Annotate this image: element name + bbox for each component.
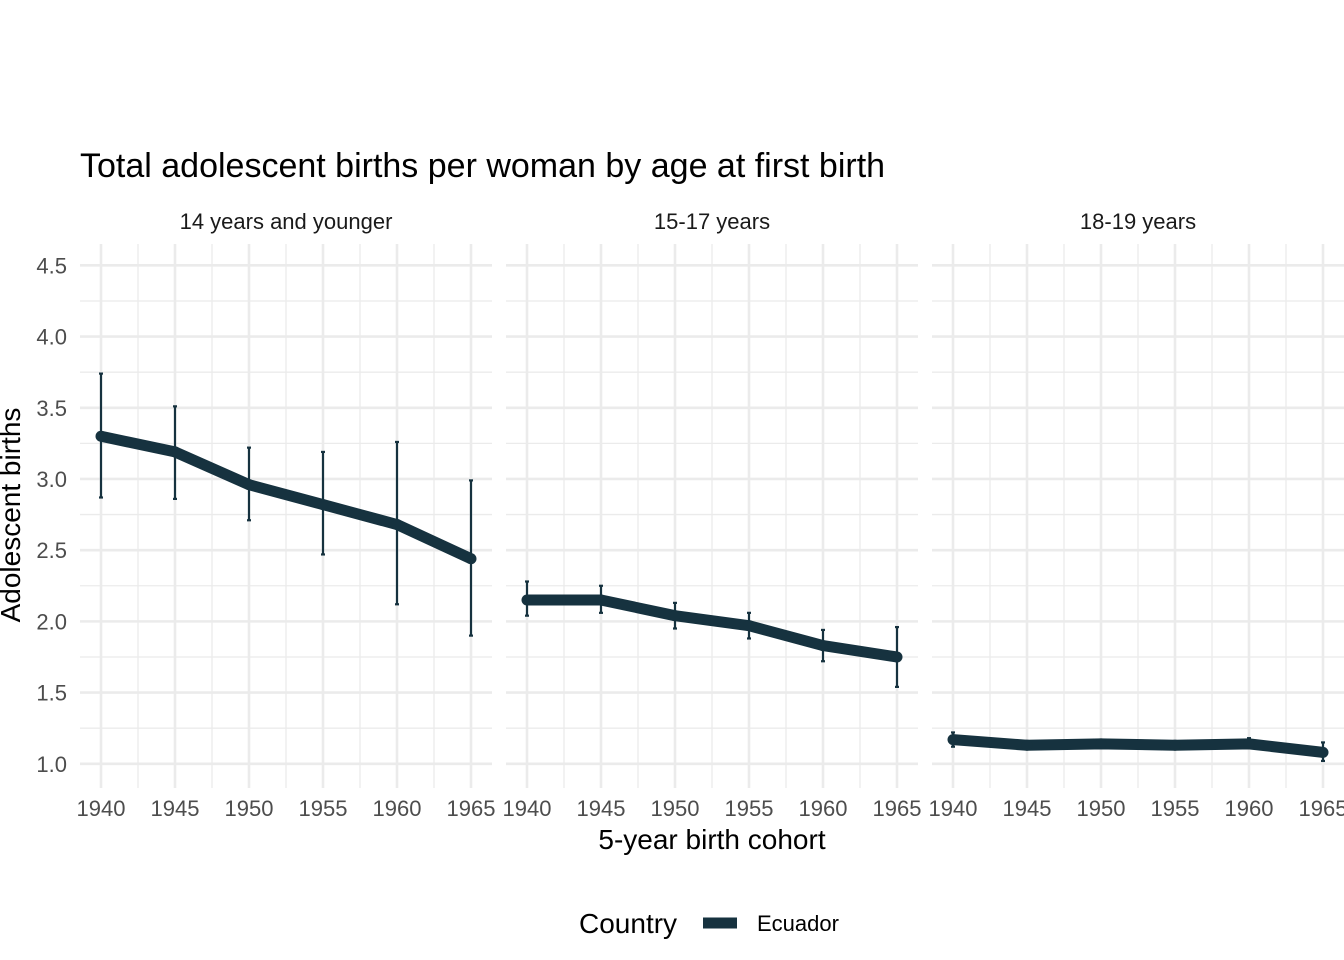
data-point [169,446,181,458]
facet-panels: 14 years and younger 1940 1945 1950 1955 1960… [77,209,1344,821]
y-tick-label: 4.0 [36,325,67,350]
x-tick-label: 1940 [77,796,126,821]
x-tick-label: 1955 [725,796,774,821]
facet-strip-label: 15-17 years [654,209,770,234]
data-point [1317,746,1329,758]
y-axis: 1.0 1.5 2.0 2.5 3.0 3.5 4.0 4.5 [36,253,67,776]
y-tick-label: 4.5 [36,253,67,278]
y-axis-title: Adolescent births [0,408,26,623]
data-point [595,594,607,606]
data-point [743,620,755,632]
x-axis-title: 5-year birth cohort [598,824,825,855]
chart-title: Total adolescent births per woman by age… [80,147,885,185]
y-tick-label: 3.5 [36,396,67,421]
x-tick-label: 1960 [373,796,422,821]
y-tick-label: 3.0 [36,467,67,492]
facet-panel: 14 years and younger 1940 1945 1950 1955 1960… [77,209,496,821]
legend-label-ecuador: Ecuador [757,911,839,936]
data-point [947,734,959,746]
y-tick-label: 1.5 [36,681,67,706]
x-tick-label: 1940 [503,796,552,821]
data-point [465,553,477,565]
data-point [95,430,107,442]
facet-panel: 15-17 years 1940 1945 1950 1955 1960 1965 [503,209,922,821]
legend: Country Ecuador [579,908,839,939]
x-tick-label: 1945 [577,796,626,821]
series-line-ecuador [952,734,1324,758]
data-point [521,594,533,606]
y-tick-label: 2.5 [36,538,67,563]
series-line-ecuador [527,594,898,663]
facet-strip-label: 14 years and younger [180,209,393,234]
x-tick-label: 1950 [651,796,700,821]
legend-title: Country [579,908,677,939]
data-point [1169,739,1181,751]
x-tick-label: 1960 [1225,796,1274,821]
series-line-ecuador [99,430,474,564]
data-point [1021,739,1033,751]
data-point [669,610,681,622]
facet-strip-label: 18-19 years [1080,209,1196,234]
data-point [391,519,403,531]
data-point [891,651,903,663]
x-tick-label: 1955 [299,796,348,821]
x-tick-label: 1960 [799,796,848,821]
data-point [243,479,255,491]
x-tick-label: 1945 [1003,796,1052,821]
x-tick-label: 1945 [151,796,200,821]
y-tick-label: 1.0 [36,752,67,777]
x-tick-label: 1950 [1077,796,1126,821]
y-tick-label: 2.0 [36,609,67,634]
data-point [817,640,829,652]
facet-panel: 18-19 years 1940 1945 1950 1955 1960 1965 [929,209,1344,821]
x-tick-label: 1965 [447,796,496,821]
x-tick-label: 1965 [873,796,922,821]
x-tick-label: 1950 [225,796,274,821]
x-tick-label: 1940 [929,796,978,821]
data-point [1243,738,1255,750]
data-point [1095,738,1107,750]
data-point [317,499,329,511]
x-tick-label: 1965 [1299,796,1344,821]
x-tick-label: 1955 [1151,796,1200,821]
